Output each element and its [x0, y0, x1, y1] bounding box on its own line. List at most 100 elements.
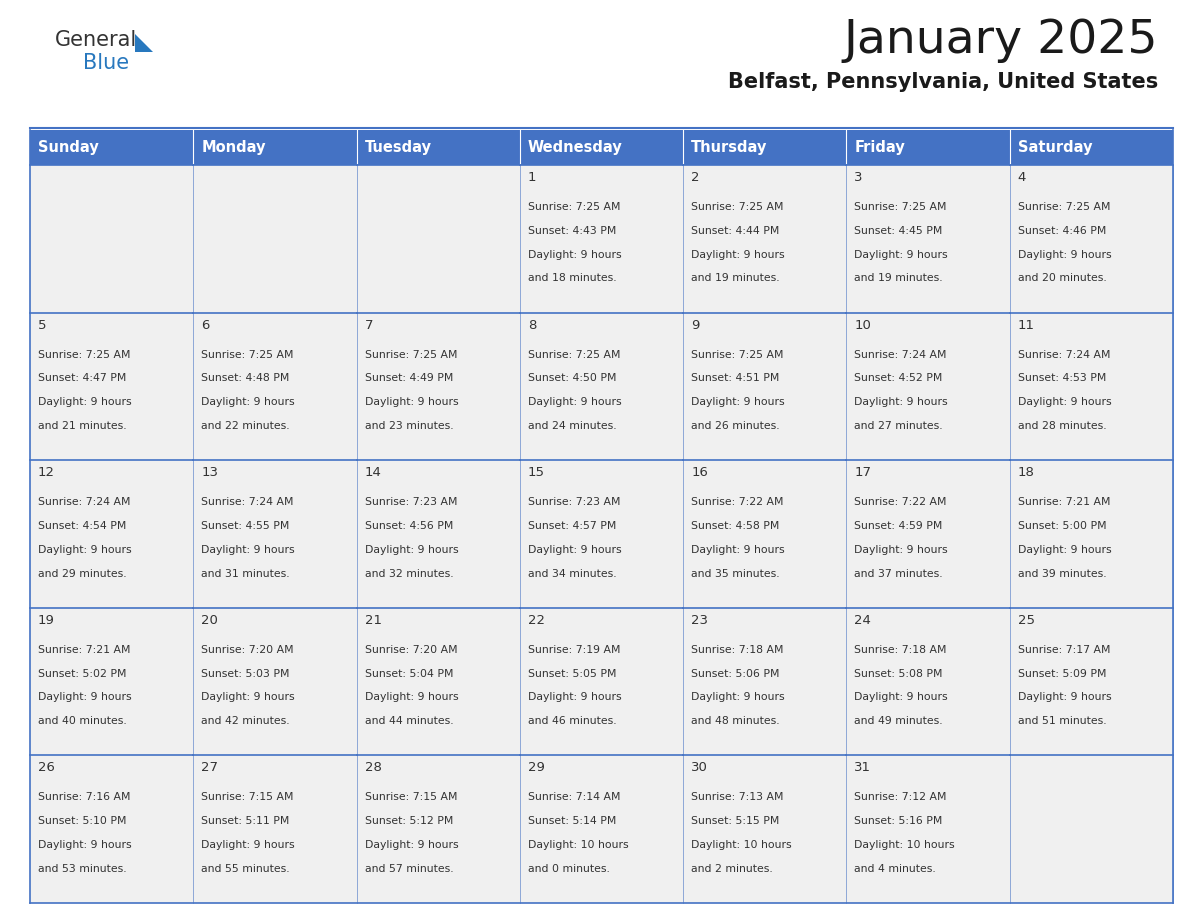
- Text: Sunrise: 7:23 AM: Sunrise: 7:23 AM: [365, 498, 457, 507]
- Text: Sunset: 5:08 PM: Sunset: 5:08 PM: [854, 668, 943, 678]
- Text: Sunrise: 7:24 AM: Sunrise: 7:24 AM: [38, 498, 131, 507]
- Text: Sunrise: 7:24 AM: Sunrise: 7:24 AM: [1018, 350, 1111, 360]
- Text: Sunrise: 7:18 AM: Sunrise: 7:18 AM: [854, 644, 947, 655]
- Text: and 20 minutes.: and 20 minutes.: [1018, 274, 1106, 284]
- Text: Sunset: 4:59 PM: Sunset: 4:59 PM: [854, 521, 943, 531]
- Text: Daylight: 9 hours: Daylight: 9 hours: [201, 397, 295, 408]
- Text: and 44 minutes.: and 44 minutes.: [365, 716, 453, 726]
- Bar: [194, 608, 356, 756]
- Bar: [520, 608, 683, 756]
- Text: January 2025: January 2025: [843, 18, 1158, 63]
- Text: Daylight: 9 hours: Daylight: 9 hours: [527, 544, 621, 554]
- Text: 11: 11: [1018, 319, 1035, 331]
- Text: and 24 minutes.: and 24 minutes.: [527, 421, 617, 431]
- Text: and 39 minutes.: and 39 minutes.: [1018, 568, 1106, 578]
- Text: 23: 23: [691, 614, 708, 627]
- Text: and 26 minutes.: and 26 minutes.: [691, 421, 779, 431]
- Text: Sunrise: 7:12 AM: Sunrise: 7:12 AM: [854, 792, 947, 802]
- Text: Sunrise: 7:23 AM: Sunrise: 7:23 AM: [527, 498, 620, 507]
- Bar: [30, 130, 194, 165]
- Bar: [846, 460, 1010, 608]
- Bar: [30, 460, 194, 608]
- Bar: [194, 313, 356, 460]
- Text: Daylight: 9 hours: Daylight: 9 hours: [201, 544, 295, 554]
- Bar: [356, 608, 520, 756]
- Text: and 2 minutes.: and 2 minutes.: [691, 864, 773, 874]
- Text: 9: 9: [691, 319, 700, 331]
- Text: 30: 30: [691, 761, 708, 775]
- Text: 19: 19: [38, 614, 55, 627]
- Text: Sunrise: 7:19 AM: Sunrise: 7:19 AM: [527, 644, 620, 655]
- Bar: [356, 165, 520, 313]
- Text: 3: 3: [854, 171, 862, 184]
- Text: Daylight: 9 hours: Daylight: 9 hours: [527, 397, 621, 408]
- Text: 5: 5: [38, 319, 46, 331]
- Text: Blue: Blue: [83, 53, 129, 73]
- Text: Sunrise: 7:14 AM: Sunrise: 7:14 AM: [527, 792, 620, 802]
- Text: Daylight: 9 hours: Daylight: 9 hours: [854, 397, 948, 408]
- Text: Sunset: 5:12 PM: Sunset: 5:12 PM: [365, 816, 453, 826]
- Text: 2: 2: [691, 171, 700, 184]
- Text: 7: 7: [365, 319, 373, 331]
- Text: Sunrise: 7:25 AM: Sunrise: 7:25 AM: [691, 202, 784, 212]
- Text: and 4 minutes.: and 4 minutes.: [854, 864, 936, 874]
- Text: Sunrise: 7:24 AM: Sunrise: 7:24 AM: [201, 498, 293, 507]
- Bar: [356, 756, 520, 903]
- Text: Daylight: 9 hours: Daylight: 9 hours: [365, 840, 459, 850]
- Text: Sunrise: 7:25 AM: Sunrise: 7:25 AM: [527, 350, 620, 360]
- Polygon shape: [135, 34, 153, 52]
- Text: Daylight: 10 hours: Daylight: 10 hours: [527, 840, 628, 850]
- Text: Sunset: 4:54 PM: Sunset: 4:54 PM: [38, 521, 126, 531]
- Text: Daylight: 9 hours: Daylight: 9 hours: [1018, 250, 1111, 260]
- Text: and 28 minutes.: and 28 minutes.: [1018, 421, 1106, 431]
- Text: Daylight: 10 hours: Daylight: 10 hours: [691, 840, 791, 850]
- Bar: [846, 165, 1010, 313]
- Bar: [1010, 460, 1173, 608]
- Text: 27: 27: [201, 761, 219, 775]
- Text: 13: 13: [201, 466, 219, 479]
- Text: Daylight: 9 hours: Daylight: 9 hours: [691, 250, 785, 260]
- Text: Daylight: 9 hours: Daylight: 9 hours: [365, 544, 459, 554]
- Text: Daylight: 9 hours: Daylight: 9 hours: [527, 250, 621, 260]
- Bar: [1010, 313, 1173, 460]
- Text: 10: 10: [854, 319, 871, 331]
- Text: Sunrise: 7:21 AM: Sunrise: 7:21 AM: [38, 644, 131, 655]
- Bar: [194, 130, 356, 165]
- Text: and 46 minutes.: and 46 minutes.: [527, 716, 617, 726]
- Text: Sunset: 5:04 PM: Sunset: 5:04 PM: [365, 668, 453, 678]
- Text: Daylight: 9 hours: Daylight: 9 hours: [38, 397, 132, 408]
- Text: Daylight: 9 hours: Daylight: 9 hours: [691, 544, 785, 554]
- Text: Daylight: 9 hours: Daylight: 9 hours: [854, 544, 948, 554]
- Text: 1: 1: [527, 171, 536, 184]
- Text: Daylight: 9 hours: Daylight: 9 hours: [854, 692, 948, 702]
- Text: Sunrise: 7:13 AM: Sunrise: 7:13 AM: [691, 792, 784, 802]
- Text: Sunset: 4:46 PM: Sunset: 4:46 PM: [1018, 226, 1106, 236]
- Text: Sunset: 4:44 PM: Sunset: 4:44 PM: [691, 226, 779, 236]
- Text: Daylight: 9 hours: Daylight: 9 hours: [1018, 397, 1111, 408]
- Text: Sunday: Sunday: [38, 140, 99, 155]
- Text: Sunrise: 7:15 AM: Sunrise: 7:15 AM: [201, 792, 293, 802]
- Text: Sunset: 4:43 PM: Sunset: 4:43 PM: [527, 226, 617, 236]
- Text: Sunrise: 7:25 AM: Sunrise: 7:25 AM: [365, 350, 457, 360]
- Bar: [683, 608, 846, 756]
- Text: Daylight: 9 hours: Daylight: 9 hours: [38, 840, 132, 850]
- Bar: [1010, 165, 1173, 313]
- Bar: [683, 165, 846, 313]
- Text: and 22 minutes.: and 22 minutes.: [201, 421, 290, 431]
- Text: and 34 minutes.: and 34 minutes.: [527, 568, 617, 578]
- Text: and 49 minutes.: and 49 minutes.: [854, 716, 943, 726]
- Text: Monday: Monday: [201, 140, 266, 155]
- Text: Sunrise: 7:16 AM: Sunrise: 7:16 AM: [38, 792, 131, 802]
- Text: Sunset: 4:51 PM: Sunset: 4:51 PM: [691, 374, 779, 384]
- Text: and 0 minutes.: and 0 minutes.: [527, 864, 609, 874]
- Bar: [1010, 130, 1173, 165]
- Bar: [520, 130, 683, 165]
- Text: Daylight: 9 hours: Daylight: 9 hours: [365, 692, 459, 702]
- Text: Daylight: 9 hours: Daylight: 9 hours: [1018, 544, 1111, 554]
- Bar: [520, 313, 683, 460]
- Bar: [194, 460, 356, 608]
- Text: and 35 minutes.: and 35 minutes.: [691, 568, 779, 578]
- Text: Sunrise: 7:22 AM: Sunrise: 7:22 AM: [691, 498, 784, 507]
- Text: Sunset: 5:15 PM: Sunset: 5:15 PM: [691, 816, 779, 826]
- Text: Daylight: 9 hours: Daylight: 9 hours: [1018, 692, 1111, 702]
